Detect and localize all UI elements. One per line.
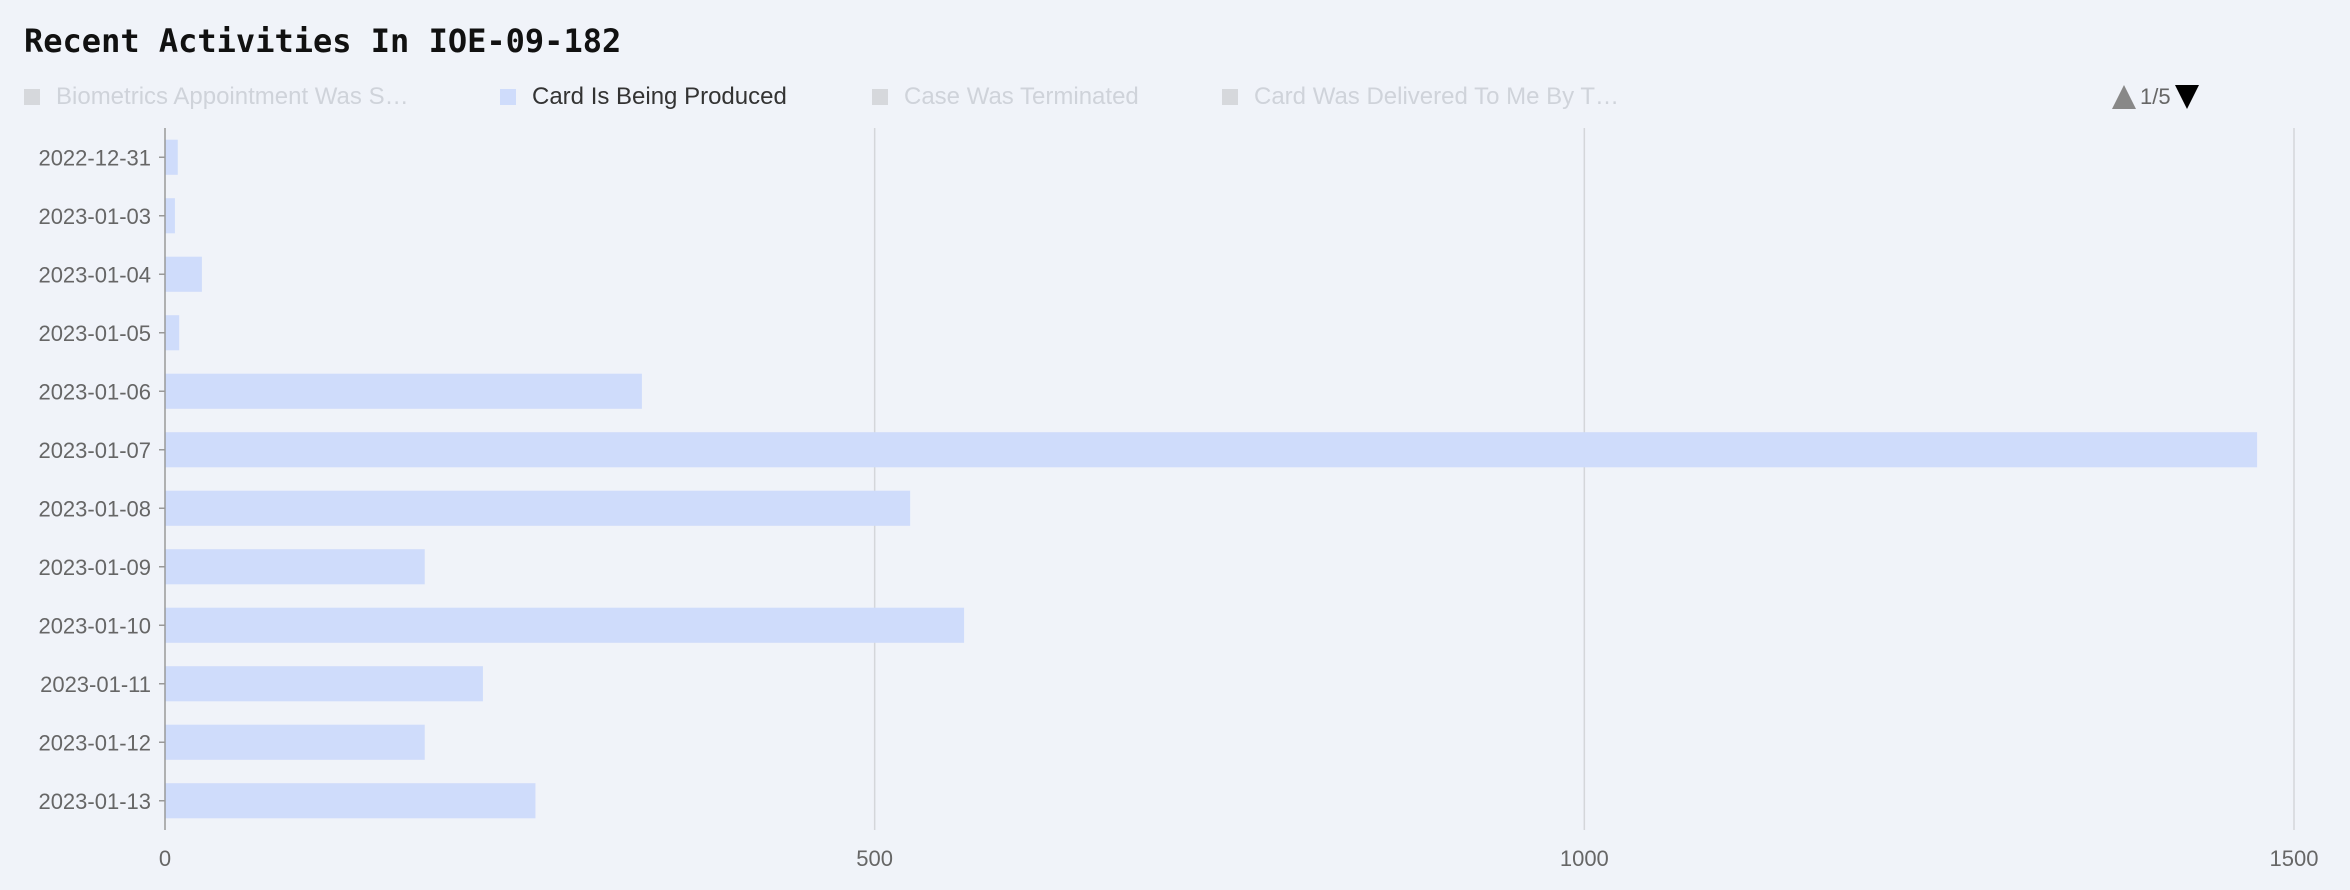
y-tick-label: 2023-01-07: [38, 438, 151, 463]
legend-swatch-icon: [500, 89, 516, 105]
bar: [165, 198, 175, 234]
x-tick-label: 1500: [2270, 846, 2319, 871]
legend-label: Biometrics Appointment Was S…: [56, 83, 409, 110]
bar: [165, 607, 965, 643]
bar: [165, 549, 425, 585]
bar: [165, 490, 911, 526]
y-tick-label: 2023-01-06: [38, 379, 151, 404]
bar: [165, 315, 180, 351]
legend-label: Case Was Terminated: [904, 83, 1139, 110]
x-tick-label: 500: [856, 846, 893, 871]
y-tick-label: 2023-01-12: [38, 730, 151, 755]
bar: [165, 666, 483, 702]
y-tick-label: 2023-01-05: [38, 321, 151, 346]
x-tick-label: 1000: [1560, 846, 1609, 871]
legend-swatch-icon: [872, 89, 888, 105]
y-tick-label: 2023-01-08: [38, 496, 151, 521]
bar: [165, 724, 425, 760]
y-tick-label: 2023-01-11: [40, 672, 151, 697]
legend-pager: 1/5: [2112, 82, 2199, 112]
bar: [165, 373, 642, 409]
y-tick-label: 2023-01-04: [38, 262, 151, 287]
legend-item-biometrics[interactable]: Biometrics Appointment Was S…: [24, 82, 409, 112]
legend-swatch-icon: [24, 89, 40, 105]
bar: [165, 256, 202, 292]
bar: [165, 139, 178, 175]
legend-item-card-produced[interactable]: Card Is Being Produced: [500, 82, 787, 112]
legend-label: Card Is Being Produced: [532, 83, 787, 110]
page-down-icon[interactable]: [2174, 85, 2199, 109]
bar: [165, 783, 536, 819]
bar: [165, 432, 2258, 468]
x-tick-label: 0: [159, 846, 171, 871]
y-tick-label: 2023-01-13: [38, 789, 151, 814]
legend-item-card-delivered[interactable]: Card Was Delivered To Me By T…: [1222, 82, 1619, 112]
chart-title: Recent Activities In IOE-09-182: [24, 22, 622, 60]
legend-item-case-terminated[interactable]: Case Was Terminated: [872, 82, 1139, 112]
legend-page-indicator: 1/5: [2140, 84, 2171, 109]
legend-swatch-icon: [1222, 89, 1238, 105]
legend-label: Card Was Delivered To Me By T…: [1254, 83, 1620, 110]
y-tick-label: 2023-01-10: [38, 613, 151, 638]
y-tick-label: 2023-01-09: [38, 555, 151, 580]
y-tick-label: 2023-01-03: [38, 204, 151, 229]
page-up-icon[interactable]: [2112, 85, 2136, 109]
y-tick-label: 2022-12-31: [38, 145, 151, 170]
